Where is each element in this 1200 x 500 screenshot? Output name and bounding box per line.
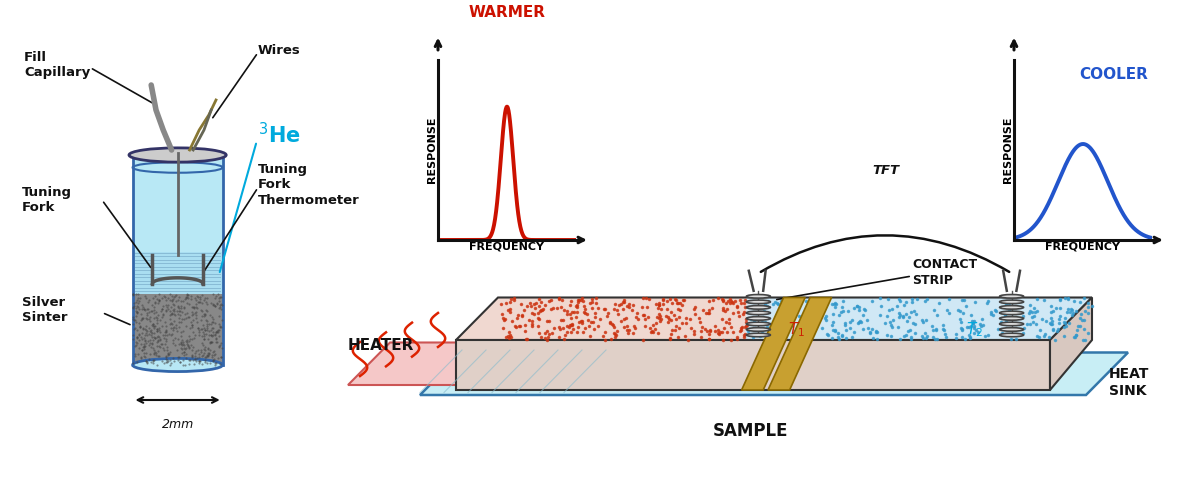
Ellipse shape (1000, 316, 1024, 320)
Ellipse shape (746, 311, 770, 314)
Text: TFT: TFT (872, 164, 899, 176)
Polygon shape (742, 298, 805, 390)
X-axis label: FREQUENCY: FREQUENCY (1045, 242, 1121, 252)
Text: 2mm: 2mm (162, 418, 193, 430)
Text: Silver
Sinter: Silver Sinter (22, 296, 67, 324)
Ellipse shape (746, 316, 770, 320)
Text: $^3$He: $^3$He (258, 122, 301, 148)
Ellipse shape (1000, 311, 1024, 314)
Text: Tuning
Fork: Tuning Fork (22, 186, 72, 214)
Bar (132, 294, 223, 365)
Ellipse shape (746, 306, 770, 309)
Text: $T_2$: $T_2$ (966, 320, 983, 340)
Ellipse shape (746, 300, 770, 304)
Polygon shape (1050, 298, 1092, 390)
Text: COOLER: COOLER (1079, 66, 1147, 82)
Polygon shape (456, 340, 1050, 390)
Ellipse shape (746, 333, 770, 337)
Y-axis label: RESPONSE: RESPONSE (427, 116, 437, 183)
Ellipse shape (746, 322, 770, 326)
Ellipse shape (746, 294, 770, 298)
Polygon shape (745, 298, 1092, 340)
Ellipse shape (1000, 328, 1024, 332)
Ellipse shape (1000, 322, 1024, 326)
Y-axis label: RESPONSE: RESPONSE (1003, 116, 1013, 183)
Ellipse shape (746, 328, 770, 332)
Bar (132, 155, 223, 365)
Ellipse shape (132, 358, 223, 372)
Text: $T_1$: $T_1$ (788, 320, 805, 340)
Ellipse shape (130, 148, 226, 162)
Text: CONTACT
STRIP: CONTACT STRIP (912, 258, 977, 286)
Text: WARMER: WARMER (468, 6, 546, 20)
Polygon shape (768, 298, 832, 390)
Text: HEATER: HEATER (348, 338, 414, 352)
X-axis label: FREQUENCY: FREQUENCY (469, 242, 545, 252)
Text: Fill
Capillary: Fill Capillary (24, 51, 90, 79)
Polygon shape (348, 342, 504, 385)
Ellipse shape (1000, 294, 1024, 298)
Bar (132, 252, 223, 294)
Polygon shape (456, 298, 748, 340)
Ellipse shape (1000, 333, 1024, 337)
Text: HEAT
SINK: HEAT SINK (1109, 368, 1150, 398)
Text: Wires: Wires (258, 44, 301, 57)
Ellipse shape (1000, 300, 1024, 304)
Bar (132, 155, 223, 365)
Text: Tuning
Fork
Thermometer: Tuning Fork Thermometer (258, 164, 360, 206)
Ellipse shape (1000, 306, 1024, 309)
Text: SAMPLE: SAMPLE (713, 422, 787, 440)
Polygon shape (420, 352, 1128, 395)
